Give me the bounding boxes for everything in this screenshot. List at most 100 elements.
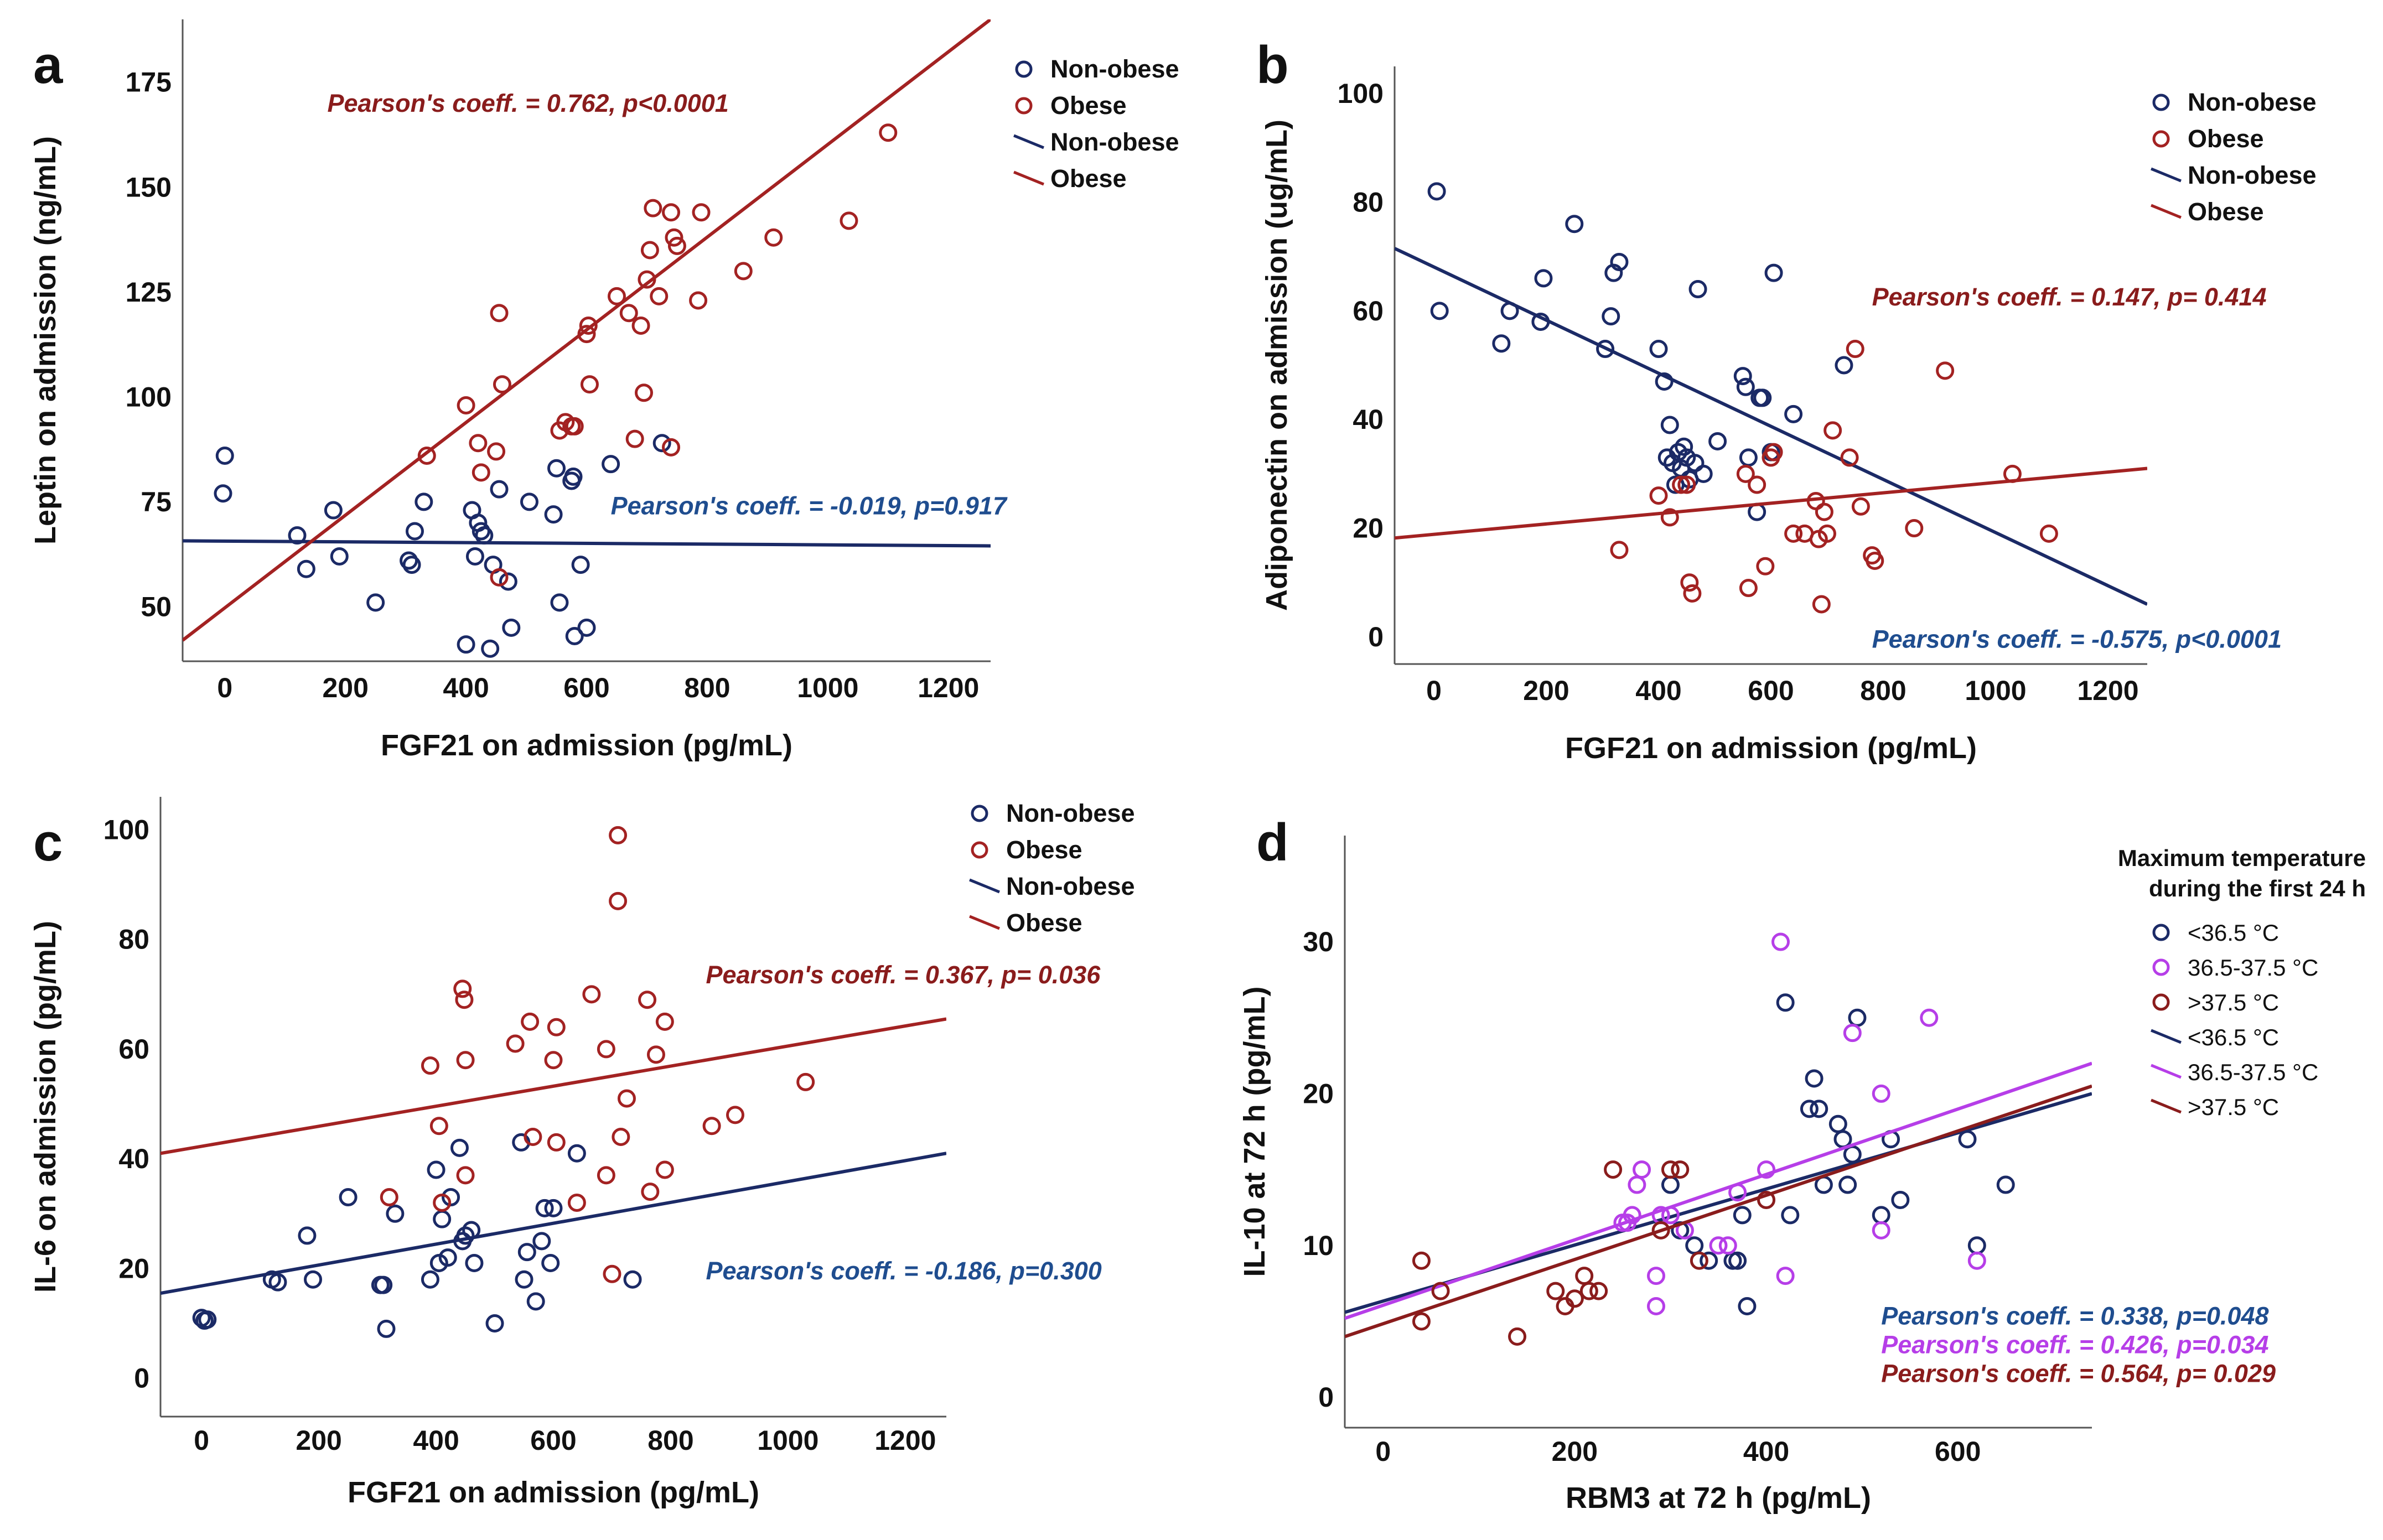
data-point-c_high xyxy=(1671,1160,1690,1179)
data-point-obese xyxy=(565,417,584,435)
data-point-nonobese xyxy=(421,1270,439,1289)
legend-title: Maximum temperature xyxy=(2118,845,2366,871)
fit-line-obese xyxy=(160,1017,946,1155)
legend-label: Obese xyxy=(1006,909,1082,937)
data-point-c_mid xyxy=(1633,1160,1651,1179)
data-point-nonobese xyxy=(1430,302,1449,320)
data-point-c_low xyxy=(1728,1251,1747,1270)
data-point-obese xyxy=(453,979,472,998)
data-point-obese xyxy=(417,446,436,465)
data-point-nonobese xyxy=(1602,307,1620,326)
data-point-c_high xyxy=(1508,1327,1527,1346)
data-point-nonobese xyxy=(1531,312,1550,331)
data-point-nonobese xyxy=(550,593,569,612)
x-tick-label: 1200 xyxy=(2077,675,2138,706)
x-tick-label: 800 xyxy=(684,672,730,703)
x-tick-label: 0 xyxy=(194,1425,209,1456)
data-point-obese xyxy=(1756,557,1775,575)
data-point-nonobese xyxy=(1739,448,1758,467)
data-point-c_high xyxy=(1757,1190,1776,1209)
data-point-nonobese xyxy=(571,556,590,574)
data-point-obese xyxy=(665,228,683,247)
data-point-nonobese xyxy=(567,1144,586,1163)
data-point-nonobese xyxy=(298,1226,317,1245)
data-point-obese xyxy=(1672,475,1691,494)
legend-label: >37.5 °C xyxy=(2188,1094,2279,1120)
data-point-obese xyxy=(580,375,599,394)
data-point-nonobese xyxy=(339,1188,358,1207)
panel-a: a 0 200 400 600 800 1000 1200 50 75 100 125 150 175 FG… xyxy=(29,19,1179,762)
legend-label: Non-obese xyxy=(1050,55,1179,83)
data-point-c_mid xyxy=(1623,1206,1641,1225)
data-point-nonobese xyxy=(475,526,494,545)
legend-label: Obese xyxy=(1050,91,1127,120)
legend-marker-icon xyxy=(2152,993,2170,1011)
y-axis-label: Leptin on admission (ng/mL) xyxy=(29,136,62,545)
data-point-nonobese xyxy=(324,501,343,520)
legend-marker-icon xyxy=(971,805,988,822)
y-tick-label: 0 xyxy=(1368,621,1384,652)
data-point-c_mid xyxy=(1661,1206,1680,1225)
y-tick-label: 100 xyxy=(126,381,172,412)
data-point-nonobese xyxy=(520,492,538,511)
y-tick-label: 40 xyxy=(1353,404,1384,435)
data-point-nonobese xyxy=(1534,269,1553,288)
data-point-nonobese xyxy=(377,1319,396,1338)
y-axis-label: Adiponectin on admission (ug/mL) xyxy=(1260,120,1293,611)
data-point-c_low xyxy=(1843,1145,1862,1164)
data-point-nonobese xyxy=(481,639,500,658)
y-tick-label: 60 xyxy=(118,1034,149,1065)
y-tick-label: 80 xyxy=(118,924,149,955)
data-point-obese xyxy=(726,1106,745,1124)
legend-label: Obese xyxy=(2188,125,2264,153)
data-point-obese xyxy=(380,1188,398,1207)
legend-label: Non-obese xyxy=(1006,799,1135,827)
data-point-c_low xyxy=(1781,1206,1800,1225)
data-point-obese xyxy=(1610,541,1629,559)
data-point-c_high xyxy=(1412,1312,1431,1331)
data-point-nonobese xyxy=(1675,437,1693,456)
data-point-nonobese xyxy=(330,547,349,566)
data-point-c_high xyxy=(1565,1289,1584,1308)
data-point-obese xyxy=(692,203,711,222)
data-point-obese xyxy=(579,316,598,335)
data-point-nonobese xyxy=(1655,372,1674,391)
data-point-obese xyxy=(455,991,474,1009)
data-point-nonobese xyxy=(565,627,584,646)
data-point-nonobese xyxy=(374,1275,393,1294)
fit-line-nonobese xyxy=(183,539,991,548)
legend-line-icon xyxy=(2151,204,2182,219)
data-point-obese xyxy=(597,1166,615,1185)
data-point-obese xyxy=(487,442,506,461)
panel-b: b 0 200 400 600 800 1000 1200 0 20 40 60 80 100 FGF21 … xyxy=(1256,35,2317,765)
data-point-c_low xyxy=(1800,1100,1819,1118)
legend-label: Non-obese xyxy=(2188,161,2317,189)
data-point-nonobese xyxy=(1736,377,1755,396)
legend-line-icon xyxy=(2151,1064,2182,1079)
x-tick-label: 0 xyxy=(1375,1436,1391,1467)
data-point-c_high xyxy=(1412,1251,1431,1270)
x-tick-label: 400 xyxy=(413,1425,459,1456)
y-tick-label: 20 xyxy=(118,1253,149,1284)
data-point-obese xyxy=(469,434,488,453)
data-point-nonobese xyxy=(456,1226,475,1245)
legend-label: Obese xyxy=(1006,836,1082,864)
data-point-obese xyxy=(840,211,858,230)
pearson-annotation: Pearson's coeff. = 0.367, p= 0.036 xyxy=(706,961,1101,989)
data-point-nonobese xyxy=(623,1270,642,1289)
legend-label: Obese xyxy=(1050,164,1127,193)
data-point-nonobese xyxy=(198,1310,217,1329)
fit-line-nonobese xyxy=(160,1152,946,1295)
data-point-nonobese xyxy=(544,505,563,524)
data-point-obese xyxy=(490,304,509,323)
data-point-c_low xyxy=(1967,1236,1986,1255)
data-point-nonobese xyxy=(438,1248,457,1267)
legend-title: during the first 24 h xyxy=(2149,875,2366,901)
data-point-obese xyxy=(521,1012,540,1031)
data-point-obese xyxy=(544,1051,563,1070)
x-tick-label: 200 xyxy=(1523,675,1569,706)
legend-marker-icon xyxy=(971,841,988,859)
legend-label: Non-obese xyxy=(1006,872,1135,900)
data-point-obese xyxy=(1817,524,1836,543)
data-point-obese xyxy=(567,1193,586,1212)
